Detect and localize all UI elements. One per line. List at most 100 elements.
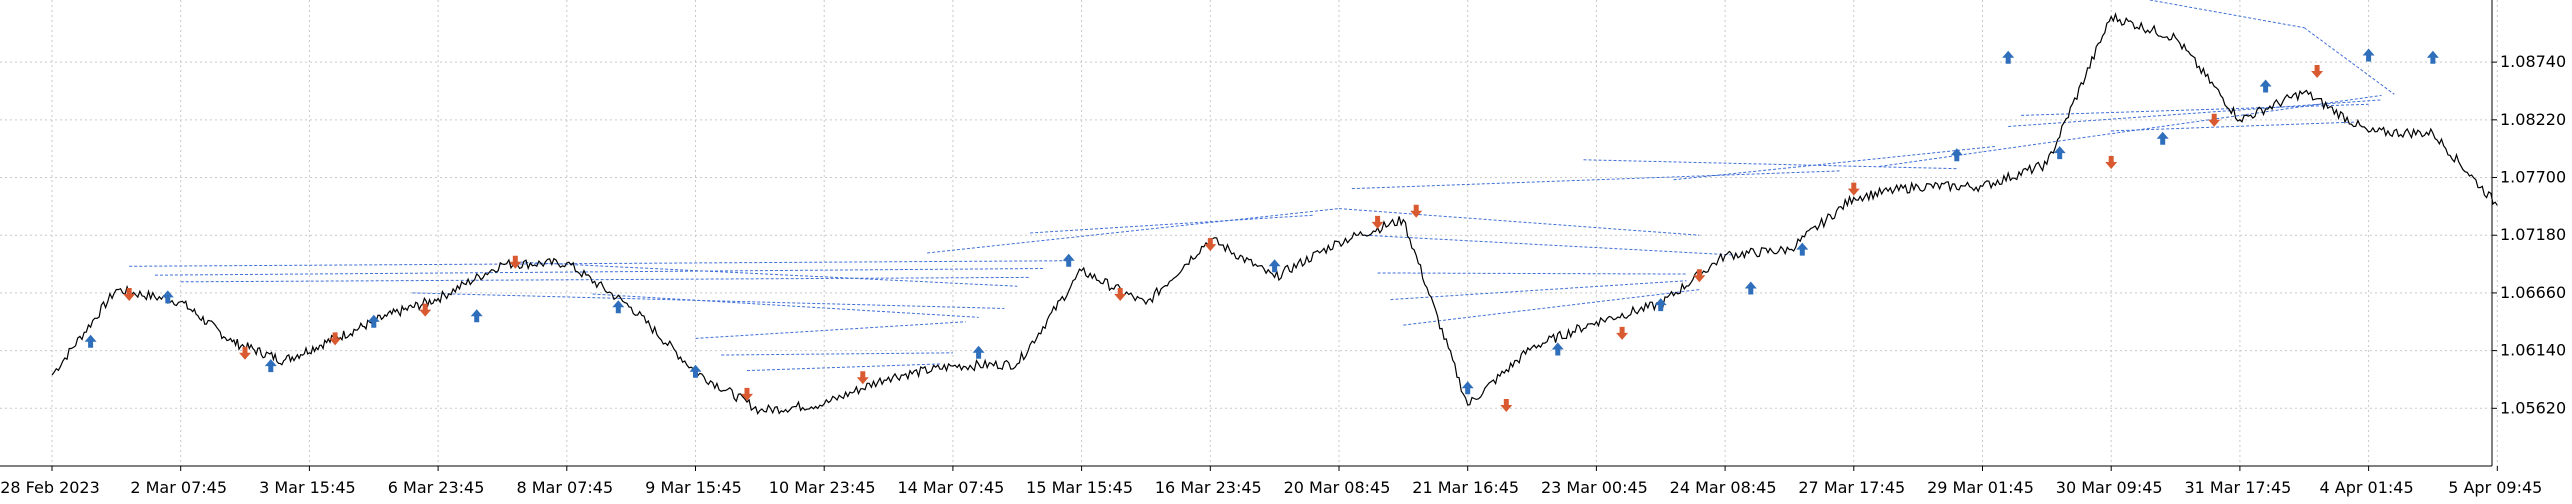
signal-connector-line	[927, 208, 1340, 254]
price-tick-label: 1.06140	[2500, 341, 2566, 360]
sell-arrow-icon[interactable]	[2208, 113, 2221, 127]
price-tick-label: 1.07180	[2500, 225, 2566, 244]
buy-arrow-icon[interactable]	[612, 300, 625, 314]
price-line-layer	[51, 12, 2498, 415]
time-tick-label: 24 Mar 08:45	[1670, 478, 1777, 497]
time-tick-label: 9 Mar 15:45	[645, 478, 742, 497]
price-line	[51, 12, 2498, 415]
time-tick-label: 23 Mar 00:45	[1541, 478, 1648, 497]
buy-arrow-icon[interactable]	[470, 309, 483, 323]
signal-connector-line	[1879, 94, 2382, 167]
signal-connector-line	[2149, 0, 2305, 29]
signal-connector-line	[1377, 272, 1687, 275]
sell-arrow-icon[interactable]	[123, 288, 136, 301]
buy-arrow-icon[interactable]	[1654, 298, 1667, 312]
signal-connector-line	[154, 268, 1043, 276]
signal-connector-line	[1351, 170, 1841, 190]
sell-arrow-icon[interactable]	[1693, 269, 1706, 283]
price-tick-label: 1.07700	[2500, 168, 2566, 187]
sell-arrow-icon[interactable]	[329, 332, 342, 346]
price-tick-label: 1.05620	[2500, 398, 2566, 417]
signal-connector-line	[1338, 208, 1700, 236]
time-tick-label: 21 Mar 16:45	[1412, 478, 1519, 497]
signal-connector-line	[746, 363, 941, 372]
price-axis-ticks: 1.05620 1.06140 1.06660 1.07180 1.07700 1.082…	[2492, 52, 2566, 417]
time-tick-label: 2 Mar 07:45	[130, 478, 227, 497]
buy-arrow-icon[interactable]	[367, 314, 380, 328]
time-tick-label: 16 Mar 23:45	[1155, 478, 1262, 497]
signal-connector-line	[1390, 280, 1687, 301]
buy-arrow-icon[interactable]	[84, 334, 97, 348]
time-tick-label: 4 Apr 01:45	[2320, 478, 2414, 497]
time-tick-label: 6 Mar 23:45	[388, 478, 485, 497]
signal-connector-line	[721, 352, 953, 356]
time-tick-label: 10 Mar 23:45	[769, 478, 876, 497]
time-axis-ticks: 28 Feb 2023 2 Mar 07:45 3 Mar 15:45 6 Mar 2…	[0, 466, 2542, 497]
buy-arrow-icon[interactable]	[1268, 259, 1281, 273]
buy-arrow-icon[interactable]	[1551, 342, 1564, 356]
signal-connector-line	[592, 293, 979, 318]
buy-arrow-icon[interactable]	[1062, 253, 1075, 267]
price-tick-label: 1.08220	[2500, 110, 2566, 129]
signal-marker-layer	[84, 48, 2439, 412]
signal-connector-line	[129, 260, 1069, 267]
buy-arrow-icon[interactable]	[2259, 79, 2272, 93]
sell-arrow-icon[interactable]	[856, 371, 869, 385]
sell-arrow-icon[interactable]	[2311, 65, 2324, 78]
buy-arrow-icon[interactable]	[264, 359, 277, 373]
buy-arrow-icon[interactable]	[1461, 381, 1474, 395]
price-tick-label: 1.08740	[2500, 52, 2566, 71]
sell-arrow-icon[interactable]	[1847, 182, 1860, 196]
time-tick-label: 28 Feb 2023	[0, 478, 100, 497]
buy-arrow-icon[interactable]	[161, 290, 174, 304]
time-tick-label: 20 Mar 08:45	[1284, 478, 1391, 497]
time-tick-label: 30 Mar 09:45	[2056, 478, 2163, 497]
time-tick-label: 3 Mar 15:45	[259, 478, 356, 497]
signal-connector-line	[1673, 145, 1996, 181]
buy-arrow-icon[interactable]	[2426, 50, 2439, 64]
sell-arrow-icon[interactable]	[1410, 204, 1423, 218]
signal-connector-line	[1030, 214, 1314, 234]
time-tick-label: 5 Apr 09:45	[2448, 478, 2542, 497]
signal-connector-line	[2021, 103, 2369, 116]
buy-arrow-icon[interactable]	[2156, 131, 2169, 145]
time-tick-label: 31 Mar 17:45	[2184, 478, 2291, 497]
sell-arrow-icon[interactable]	[741, 387, 753, 401]
signal-connector-line	[2008, 99, 2382, 127]
time-tick-label: 15 Mar 15:45	[1026, 478, 1133, 497]
signal-connector-line	[1583, 159, 1957, 170]
buy-arrow-icon[interactable]	[1796, 242, 1809, 256]
time-tick-label: 14 Mar 07:45	[897, 478, 1004, 497]
time-tick-label: 29 Mar 01:45	[1927, 478, 2034, 497]
signal-connector-line	[2303, 27, 2395, 95]
sell-arrow-icon[interactable]	[509, 255, 522, 269]
sell-arrow-icon[interactable]	[419, 303, 432, 317]
sell-arrow-icon[interactable]	[1500, 399, 1513, 412]
signal-connector-line	[515, 261, 1018, 287]
buy-arrow-icon[interactable]	[2002, 50, 2015, 64]
signal-connector-line	[695, 321, 966, 339]
buy-arrow-icon[interactable]	[689, 364, 702, 378]
time-tick-label: 8 Mar 07:45	[516, 478, 613, 497]
signal-connector-line	[1364, 234, 1738, 256]
sell-arrow-icon[interactable]	[2105, 156, 2118, 169]
grid-layer	[0, 0, 2498, 466]
axis-layer	[0, 0, 2493, 467]
buy-arrow-icon[interactable]	[1744, 281, 1757, 295]
buy-arrow-icon[interactable]	[1950, 148, 1963, 162]
sell-arrow-icon[interactable]	[1616, 326, 1629, 340]
buy-arrow-icon[interactable]	[2053, 146, 2066, 160]
signal-connector-layer	[129, 0, 2395, 372]
signal-connector-line	[180, 276, 1031, 283]
sell-arrow-icon[interactable]	[1204, 238, 1217, 252]
buy-arrow-icon[interactable]	[972, 345, 985, 359]
sell-arrow-icon[interactable]	[1114, 288, 1127, 301]
sell-arrow-icon[interactable]	[1371, 215, 1384, 229]
price-tick-label: 1.06660	[2500, 283, 2566, 302]
time-tick-label: 27 Mar 17:45	[1798, 478, 1905, 497]
buy-arrow-icon[interactable]	[2362, 48, 2375, 62]
signal-connector-line	[2111, 121, 2356, 132]
sell-arrow-icon[interactable]	[239, 346, 251, 360]
